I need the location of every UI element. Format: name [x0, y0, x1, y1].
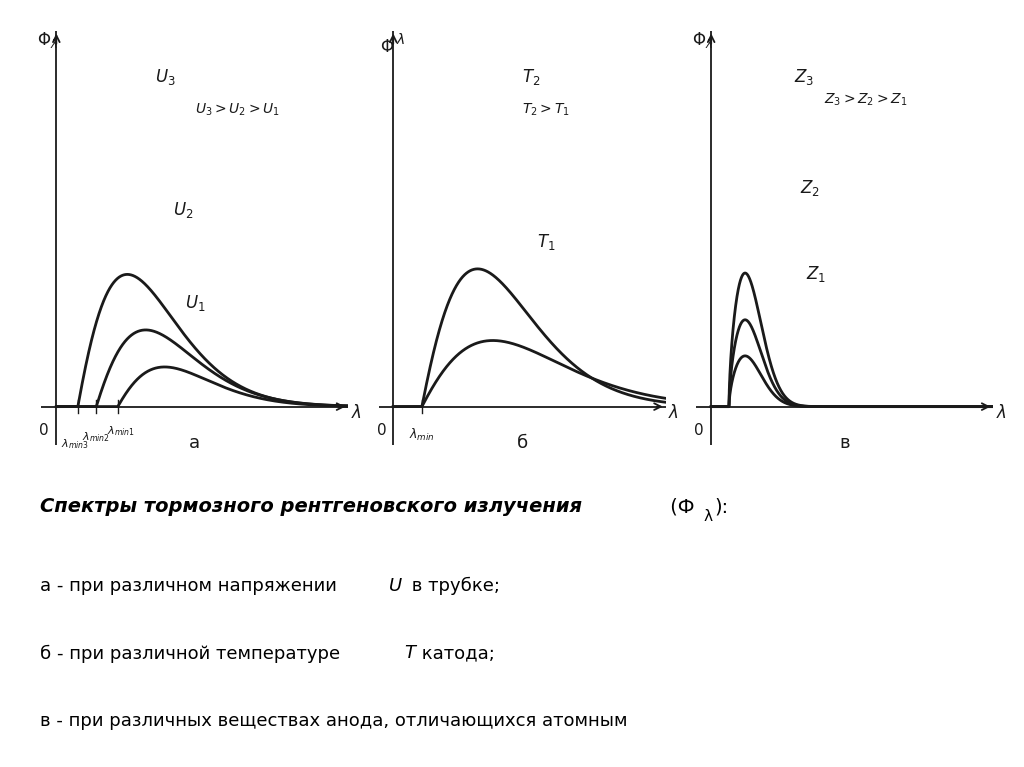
Text: 0: 0	[694, 423, 705, 437]
Text: $\lambda_{min3}$: $\lambda_{min3}$	[60, 437, 89, 451]
Text: (Ф: (Ф	[665, 497, 695, 516]
Text: $Z_3$: $Z_3$	[795, 67, 814, 87]
Text: Спектры тормозного рентгеновского излучения: Спектры тормозного рентгеновского излуче…	[40, 497, 582, 516]
Text: $\Phi_\lambda$: $\Phi_\lambda$	[692, 30, 713, 50]
Text: $Z_3 > Z_2 > Z_1$: $Z_3 > Z_2 > Z_1$	[824, 92, 907, 108]
Text: $\lambda$: $\lambda$	[669, 404, 679, 422]
Text: $\lambda_{min1}$: $\lambda_{min1}$	[106, 424, 135, 438]
Text: в - при различных веществах анода, отличающихся атомным: в - при различных веществах анода, отлич…	[40, 712, 628, 729]
Text: $U_2$: $U_2$	[173, 200, 194, 220]
Text: в трубке;: в трубке;	[406, 577, 500, 595]
Text: $Z_2$: $Z_2$	[801, 178, 820, 198]
Text: $\lambda$: $\lambda$	[396, 31, 406, 47]
Text: $Z_1$: $Z_1$	[806, 264, 826, 285]
Text: $U_3$: $U_3$	[155, 67, 175, 87]
Text: катода;: катода;	[416, 644, 495, 662]
Text: λ: λ	[703, 509, 713, 525]
Text: $\lambda$: $\lambda$	[996, 404, 1008, 422]
Text: $T_2$: $T_2$	[522, 67, 541, 87]
Text: б: б	[517, 434, 527, 452]
Text: U: U	[389, 577, 402, 594]
Text: ):: ):	[715, 497, 729, 516]
Text: а - при различном напряжении: а - при различном напряжении	[40, 577, 343, 594]
Text: $U_3 > U_2 > U_1$: $U_3 > U_2 > U_1$	[195, 101, 280, 118]
Text: $\Phi$: $\Phi$	[380, 38, 394, 56]
Text: в: в	[840, 434, 850, 452]
Text: $T_2 > T_1$: $T_2 > T_1$	[522, 101, 570, 118]
Text: б - при различной температуре: б - при различной температуре	[40, 644, 346, 663]
Text: T: T	[403, 644, 415, 662]
Text: 0: 0	[39, 423, 49, 437]
Text: а: а	[189, 434, 200, 452]
Text: $T_1$: $T_1$	[537, 232, 555, 252]
Text: $\lambda$: $\lambda$	[351, 404, 362, 422]
Text: 0: 0	[377, 423, 386, 437]
Text: $U_1$: $U_1$	[185, 293, 206, 313]
Text: $\Phi_\lambda$: $\Phi_\lambda$	[37, 30, 57, 50]
Text: $\lambda_{min2}$: $\lambda_{min2}$	[82, 430, 111, 444]
Text: $\lambda_{min}$: $\lambda_{min}$	[409, 427, 435, 443]
